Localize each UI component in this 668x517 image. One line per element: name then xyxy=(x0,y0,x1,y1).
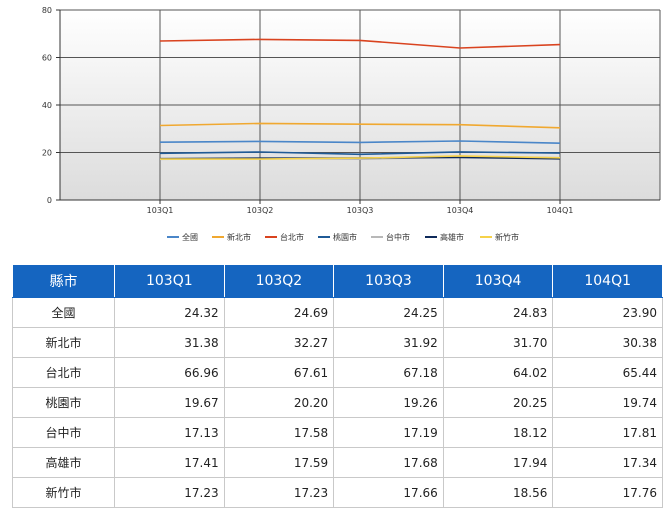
value-cell: 17.59 xyxy=(223,447,335,478)
series-line xyxy=(160,155,561,160)
series-line xyxy=(159,122,561,129)
y-tick-label: 0 xyxy=(47,196,52,205)
value-cell: 17.68 xyxy=(333,447,444,478)
region-cell: 新竹市 xyxy=(12,477,115,508)
table-row: 台北市 66.96 67.61 67.18 64.02 65.44 xyxy=(12,357,663,388)
value-cell: 18.56 xyxy=(442,477,554,508)
region-cell: 台中市 xyxy=(12,417,115,448)
value-cell: 17.58 xyxy=(223,417,335,448)
value-cell: 30.38 xyxy=(552,327,663,358)
value-cell: 20.20 xyxy=(223,387,335,418)
legend-label: 台北市 xyxy=(280,232,304,242)
value-cell: 17.41 xyxy=(114,447,225,478)
region-cell: 新北市 xyxy=(12,327,115,358)
x-tick-label: 103Q2 xyxy=(247,206,274,215)
column-header-region: 縣市 xyxy=(12,264,115,298)
legend-label: 高雄市 xyxy=(440,232,464,242)
legend-label: 台中市 xyxy=(386,232,410,242)
value-cell: 31.38 xyxy=(114,327,225,358)
value-cell: 17.76 xyxy=(552,477,663,508)
column-header-103q3: 103Q3 xyxy=(333,264,444,298)
column-header-103q1: 103Q1 xyxy=(114,264,225,298)
region-cell: 台北市 xyxy=(12,357,115,388)
column-header-103q4: 103Q4 xyxy=(442,264,554,298)
value-cell: 23.90 xyxy=(552,297,663,328)
value-cell: 19.74 xyxy=(552,387,663,418)
y-tick-label: 40 xyxy=(42,101,52,110)
x-tick-label: 103Q4 xyxy=(447,206,474,215)
value-cell: 17.23 xyxy=(223,477,335,508)
column-header-103q2: 103Q2 xyxy=(223,264,335,298)
x-tick-label: 103Q3 xyxy=(347,206,374,215)
legend-label: 新竹市 xyxy=(495,232,519,242)
value-cell: 19.67 xyxy=(114,387,225,418)
column-header-104q1: 104Q1 xyxy=(552,264,663,298)
y-tick-label: 20 xyxy=(42,149,52,158)
value-cell: 17.94 xyxy=(442,447,554,478)
legend-label: 新北市 xyxy=(227,232,251,242)
line-chart: 0 20 40 60 80 103Q1 103Q2 103Q3 103Q4 104Q1 全國 新北市… xyxy=(0,0,668,255)
value-cell: 19.26 xyxy=(333,387,444,418)
table-header-row: 縣市 103Q1 103Q2 103Q3 103Q4 104Q1 xyxy=(12,264,663,298)
value-cell: 67.61 xyxy=(223,357,335,388)
x-tick-label: 104Q1 xyxy=(547,206,574,215)
value-cell: 32.27 xyxy=(223,327,335,358)
value-cell: 65.44 xyxy=(552,357,663,388)
table-row: 新竹市 17.23 17.23 17.66 18.56 17.76 xyxy=(12,477,663,508)
value-cell: 31.92 xyxy=(333,327,444,358)
y-tick-label: 60 xyxy=(42,54,52,63)
value-cell: 24.83 xyxy=(442,297,554,328)
series-line xyxy=(159,140,561,144)
legend-label: 全國 xyxy=(182,232,198,242)
legend-label: 桃園市 xyxy=(333,232,357,242)
value-cell: 17.34 xyxy=(552,447,663,478)
value-cell: 20.25 xyxy=(442,387,554,418)
value-cell: 24.32 xyxy=(114,297,225,328)
table-row: 高雄市 17.41 17.59 17.68 17.94 17.34 xyxy=(12,447,663,478)
table-row: 新北市 31.38 32.27 31.92 31.70 30.38 xyxy=(12,327,663,358)
y-tick-label: 80 xyxy=(42,6,52,15)
value-cell: 17.23 xyxy=(114,477,225,508)
data-table: 縣市 103Q1 103Q2 103Q3 103Q4 104Q1 全國 24.3… xyxy=(12,264,663,508)
value-cell: 31.70 xyxy=(442,327,554,358)
chart-svg: 0 20 40 60 80 103Q1 103Q2 103Q3 103Q4 104Q1 全國 新北市… xyxy=(42,6,661,242)
value-cell: 66.96 xyxy=(114,357,225,388)
value-cell: 67.18 xyxy=(333,357,444,388)
value-cell: 17.13 xyxy=(114,417,225,448)
series-line xyxy=(159,38,561,49)
value-cell: 17.81 xyxy=(552,417,663,448)
value-cell: 24.25 xyxy=(333,297,444,328)
value-cell: 17.66 xyxy=(333,477,444,508)
value-cell: 17.19 xyxy=(333,417,444,448)
series-line xyxy=(159,151,561,156)
value-cell: 24.69 xyxy=(223,297,335,328)
region-cell: 高雄市 xyxy=(12,447,115,478)
x-tick-label: 103Q1 xyxy=(147,206,174,215)
table-row: 台中市 17.13 17.58 17.19 18.12 17.81 xyxy=(12,417,663,448)
table-row: 桃園市 19.67 20.20 19.26 20.25 19.74 xyxy=(12,387,663,418)
value-cell: 64.02 xyxy=(442,357,554,388)
region-cell: 全國 xyxy=(12,297,115,328)
table-row: 全國 24.32 24.69 24.25 24.83 23.90 xyxy=(12,297,663,328)
value-cell: 18.12 xyxy=(442,417,554,448)
region-cell: 桃園市 xyxy=(12,387,115,418)
